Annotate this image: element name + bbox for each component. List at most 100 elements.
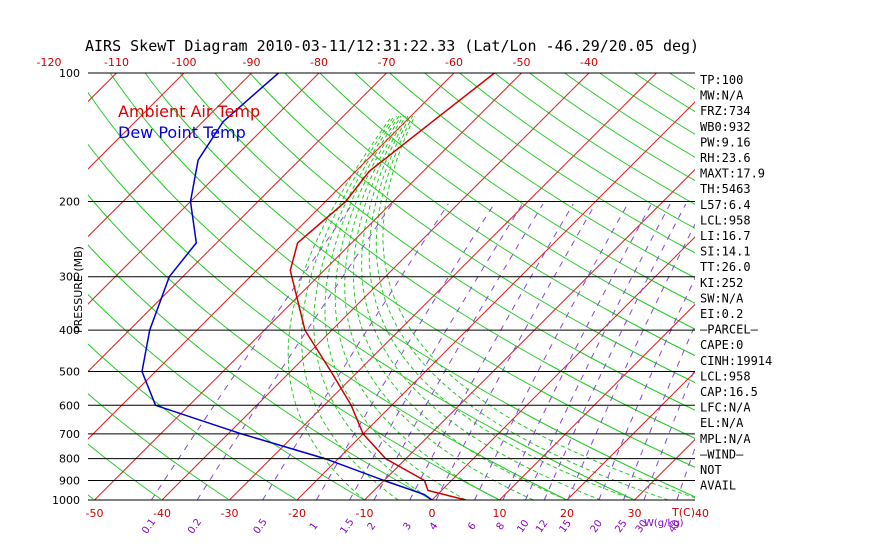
bottom-temp-tick-label: -20 — [288, 507, 306, 520]
mixing-ratio-label: 3 — [401, 521, 414, 533]
mixing-ratio-label: 20 — [589, 518, 605, 535]
index-item: NOT — [700, 463, 722, 477]
dry-adiabat — [424, 73, 695, 254]
top-temp-tick-label: -100 — [172, 56, 197, 69]
bottom-temp-tick-label: 20 — [560, 507, 574, 520]
moist-adiabat — [361, 115, 601, 500]
mixing-ratio-label: 0.5 — [252, 517, 270, 536]
index-item: LFC:N/A — [700, 401, 751, 415]
top-temp-tick-label: -110 — [104, 56, 129, 69]
dry-adiabat — [389, 73, 695, 279]
index-item: MAXT:17.9 — [700, 167, 765, 181]
index-item: MW:N/A — [700, 89, 744, 103]
mixing-ratio-label: 0.2 — [186, 517, 204, 536]
top-temp-tick-label: -80 — [310, 56, 328, 69]
pressure-tick-label: 300 — [59, 271, 80, 284]
mixing-ratio-line — [474, 203, 629, 500]
index-item: LCL:958 — [700, 213, 751, 227]
index-item: –PARCEL– — [700, 323, 759, 337]
isotherm — [296, 101, 695, 500]
moist-adiabat — [334, 115, 500, 500]
dry-adiabat — [88, 244, 431, 500]
moist-adiabat — [287, 115, 393, 500]
mixing-ratio-label: 25 — [613, 518, 629, 535]
mixing-ratio-line — [525, 203, 671, 500]
mixing-ratio-label: 1.5 — [339, 517, 357, 536]
top-temp-tick-label: -120 — [37, 56, 62, 69]
isotherm — [88, 73, 455, 440]
mixing-ratio-line — [598, 277, 695, 500]
dry-adiabat — [564, 73, 695, 158]
dry-adiabat — [494, 73, 695, 205]
dry-adiabat — [88, 293, 364, 500]
chart-title: AIRS SkewT Diagram 2010-03-11/12:31:22.3… — [85, 37, 699, 55]
mixing-ratio-label: 8 — [495, 521, 508, 533]
isotherm — [94, 73, 522, 500]
dry-adiabat — [0, 73, 26, 499]
index-item: FRZ:734 — [700, 104, 751, 118]
mixing-ratio-line — [262, 203, 449, 500]
mixing-unit-label: W(g/kg) — [644, 518, 684, 529]
index-item: TT:26.0 — [700, 260, 751, 274]
index-item: KI:252 — [700, 276, 743, 290]
mixing-ratio-line — [409, 203, 574, 500]
moist-adiabat — [301, 115, 399, 500]
bottom-temp-tick-label: 40 — [695, 507, 709, 520]
dry-adiabat — [634, 73, 695, 113]
dry-adiabat — [214, 73, 695, 411]
bottom-temp-tick-label: 30 — [628, 507, 642, 520]
isotherm — [634, 438, 695, 500]
dry-adiabat — [88, 343, 296, 500]
index-item: EI:0.2 — [700, 307, 743, 321]
isotherm — [88, 73, 252, 238]
top-temp-tick-label: -90 — [243, 56, 261, 69]
mixing-ratio-label: 2 — [366, 521, 379, 533]
index-item: TP:100 — [700, 73, 743, 87]
isotherm — [431, 236, 695, 500]
index-item: MPL:N/A — [700, 432, 751, 446]
temp-unit-label: T(C) — [671, 506, 695, 519]
dry-adiabat — [109, 73, 695, 498]
top-temp-tick-label: -50 — [513, 56, 531, 69]
isotherm — [770, 73, 870, 500]
moist-adiabat — [353, 115, 568, 500]
series-line — [289, 73, 495, 500]
bottom-temp-tick-label: 10 — [493, 507, 507, 520]
pressure-tick-label: 600 — [59, 399, 80, 412]
pressure-tick-label: 800 — [59, 453, 80, 466]
plot-lines — [0, 73, 870, 500]
plot-area — [0, 72, 870, 501]
index-item: LI:16.7 — [700, 229, 751, 243]
legend-entry: Ambient Air Temp — [118, 102, 260, 121]
index-item: TH:5463 — [700, 182, 751, 196]
mixing-ratio-line — [435, 203, 596, 500]
dry-adiabat — [179, 73, 695, 439]
mixing-ratio-label: 6 — [466, 521, 479, 533]
bottom-temp-tick-label: -10 — [356, 507, 374, 520]
pressure-tick-label: 700 — [59, 428, 80, 441]
mixing-ratio-line — [373, 203, 544, 500]
index-item: PW:9.16 — [700, 135, 751, 149]
pressure-tick-label: 1000 — [52, 494, 80, 507]
dry-adiabat — [88, 143, 566, 500]
index-item: RH:23.6 — [700, 151, 751, 165]
bottom-temp-tick-label: -40 — [153, 507, 171, 520]
index-item: WB0:932 — [700, 120, 751, 134]
mixing-ratio-line — [643, 367, 695, 500]
moist-adiabat — [313, 115, 433, 500]
dry-adiabat — [88, 393, 229, 500]
isotherm — [88, 73, 185, 170]
pressure-tick-label: 100 — [59, 67, 80, 80]
index-item: CAPE:0 — [700, 338, 743, 352]
moist-adiabat — [382, 115, 695, 499]
isotherm — [161, 73, 590, 500]
legend: Ambient Air Temp Dew Point Temp — [118, 102, 260, 142]
bottom-temp-tick-label: 0 — [429, 507, 436, 520]
top-temp-tick-label: -40 — [580, 56, 598, 69]
pressure-tick-label: 900 — [59, 474, 80, 487]
mixing-ratio-label: 1 — [308, 521, 321, 533]
dry-adiabat — [354, 73, 695, 304]
